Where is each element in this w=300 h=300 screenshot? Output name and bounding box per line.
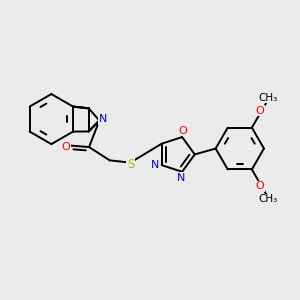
Text: CH₃: CH₃: [258, 194, 278, 204]
Text: N: N: [176, 173, 185, 183]
Text: O: O: [178, 126, 188, 136]
Text: N: N: [151, 160, 159, 170]
Text: O: O: [61, 142, 70, 152]
Text: S: S: [127, 158, 134, 171]
Text: O: O: [256, 182, 264, 191]
Text: CH₃: CH₃: [258, 93, 278, 103]
Text: N: N: [99, 114, 107, 124]
Text: O: O: [256, 106, 264, 116]
